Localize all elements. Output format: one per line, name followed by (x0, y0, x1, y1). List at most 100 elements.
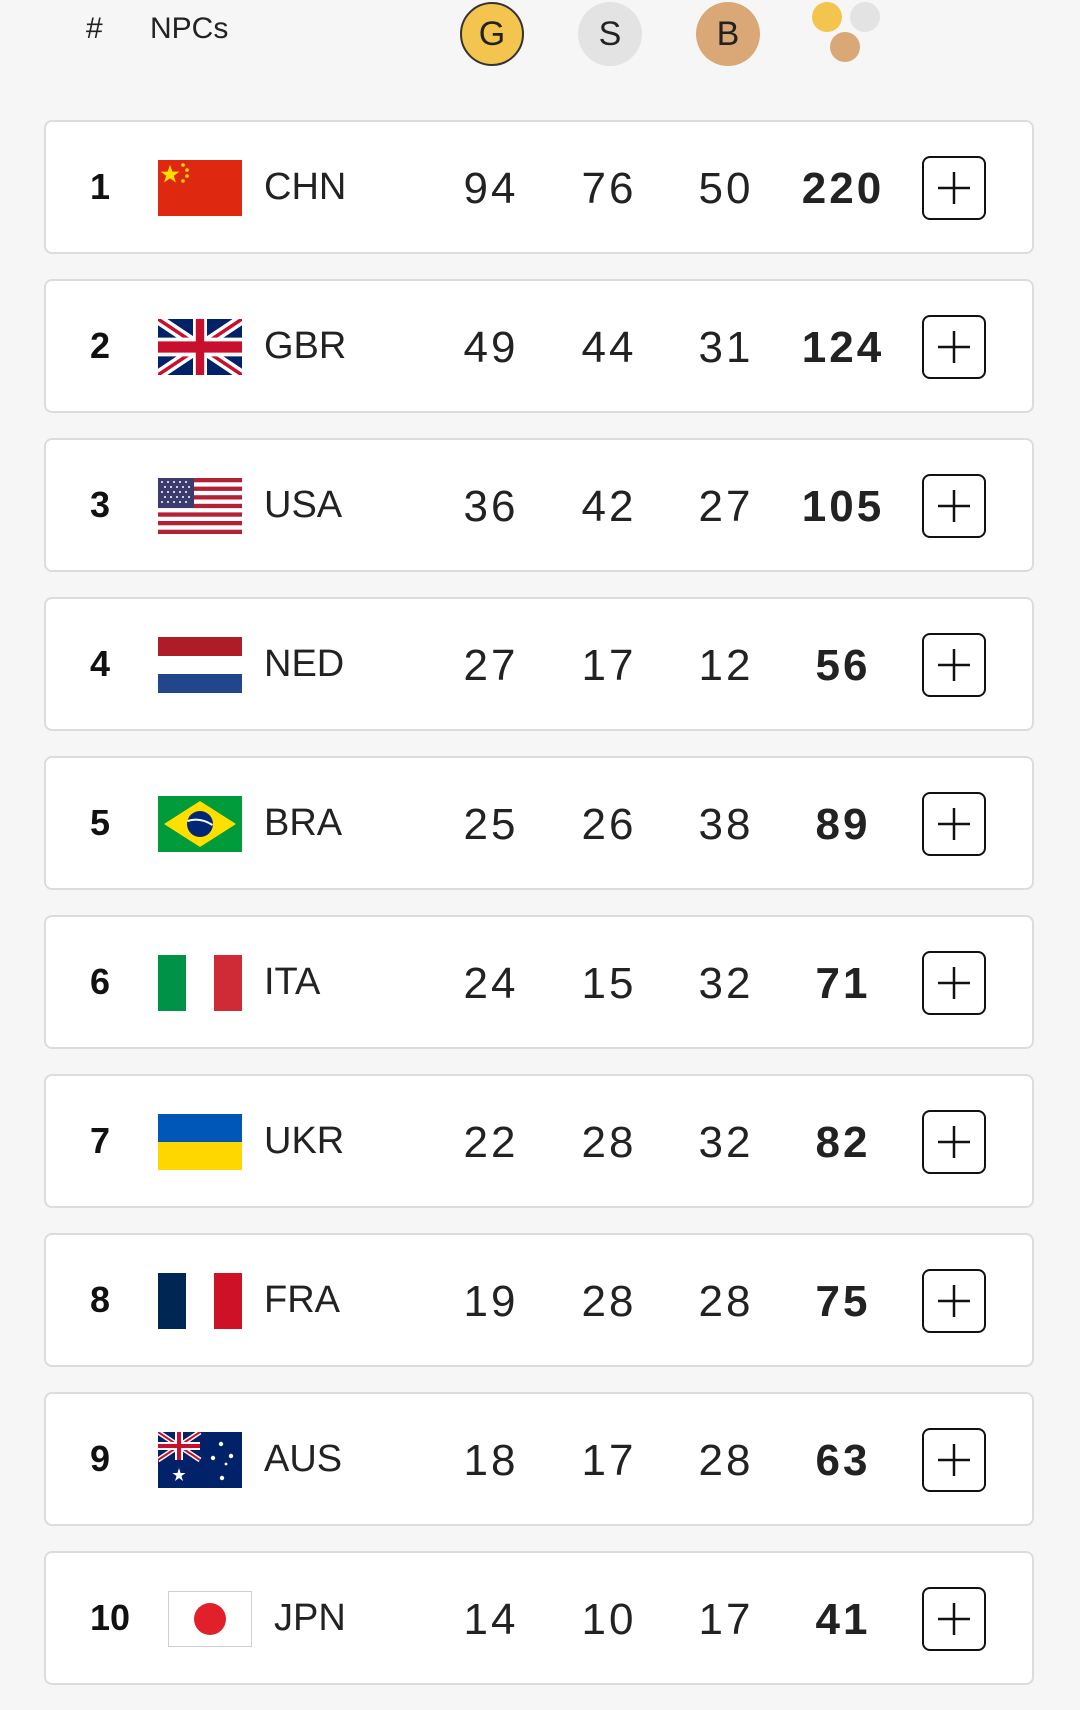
usa-flag (158, 478, 242, 534)
expand-button[interactable] (922, 1587, 986, 1651)
expand-button[interactable] (922, 156, 986, 220)
gold-count: 27 (463, 641, 519, 690)
country-code: UKR (264, 1120, 345, 1162)
gold-count: 19 (463, 1277, 519, 1326)
silver-count: 15 (581, 959, 637, 1008)
table-row: 5 BRA 25 26 38 89 (44, 756, 1034, 890)
country-code: USA (264, 484, 343, 526)
rank-value: 1 (90, 166, 111, 207)
expand-button[interactable] (922, 1428, 986, 1492)
silver-count: 17 (581, 641, 637, 690)
total-count: 41 (815, 1595, 871, 1644)
total-count: 220 (801, 164, 885, 213)
silver-count: 28 (581, 1118, 637, 1167)
table-row: 3 USA 36 42 27 105 (44, 438, 1034, 572)
country-code: JPN (274, 1597, 346, 1639)
medal-table-header: # NPCs G S B (0, 0, 1080, 72)
plus-icon (938, 1444, 970, 1476)
table-row: 7 UKR 22 28 32 82 (44, 1074, 1034, 1208)
italy-flag (158, 955, 242, 1011)
rank-value: 4 (90, 643, 111, 684)
gold-count: 49 (463, 323, 519, 372)
silver-count: 10 (581, 1595, 637, 1644)
table-row: 6 ITA 24 15 32 71 (44, 915, 1034, 1049)
gold-count: 36 (463, 482, 519, 531)
bronze-medal-label: B (716, 14, 740, 53)
france-flag (158, 1273, 242, 1329)
silver-count: 76 (581, 164, 637, 213)
total-count: 89 (815, 800, 871, 849)
rank-value: 5 (90, 802, 111, 843)
silver-medal-icon: S (578, 2, 642, 66)
bronze-count: 50 (698, 164, 754, 213)
netherlands-flag (158, 637, 242, 693)
gold-count: 22 (463, 1118, 519, 1167)
total-medals-icon (812, 2, 882, 64)
country-code: BRA (264, 802, 343, 844)
total-count: 75 (815, 1277, 871, 1326)
total-count: 56 (815, 641, 871, 690)
country-code: ITA (264, 961, 321, 1003)
gold-count: 18 (463, 1436, 519, 1485)
plus-icon (938, 808, 970, 840)
bronze-medal-icon: B (696, 2, 760, 66)
uk-flag (158, 319, 242, 375)
bronze-count: 12 (698, 641, 754, 690)
expand-button[interactable] (922, 1269, 986, 1333)
japan-flag (168, 1591, 252, 1647)
gold-count: 24 (463, 959, 519, 1008)
expand-button[interactable] (922, 792, 986, 856)
gold-medal-icon: G (460, 2, 524, 66)
rank-value: 7 (90, 1120, 111, 1161)
country-code: NED (264, 643, 345, 685)
rank-value: 10 (90, 1597, 131, 1638)
total-count: 124 (801, 323, 885, 372)
silver-count: 42 (581, 482, 637, 531)
bronze-count: 32 (698, 1118, 754, 1167)
brazil-flag (158, 796, 242, 852)
plus-icon (938, 1603, 970, 1635)
gold-medal-label: G (478, 14, 506, 53)
table-row: 4 NED 27 17 12 56 (44, 597, 1034, 731)
bronze-count: 32 (698, 959, 754, 1008)
bronze-count: 28 (698, 1277, 754, 1326)
ukraine-flag (158, 1114, 242, 1170)
plus-icon (938, 172, 970, 204)
country-code: GBR (264, 325, 347, 367)
rank-value: 6 (90, 961, 111, 1002)
expand-button[interactable] (922, 1110, 986, 1174)
china-flag (158, 160, 242, 216)
table-row: 1 CHN 94 76 50 220 (44, 120, 1034, 254)
plus-icon (938, 331, 970, 363)
bronze-count: 38 (698, 800, 754, 849)
rank-column-header: # (86, 12, 103, 45)
expand-button[interactable] (922, 633, 986, 697)
total-count: 82 (815, 1118, 871, 1167)
gold-count: 14 (463, 1595, 519, 1644)
plus-icon (938, 967, 970, 999)
plus-icon (938, 1126, 970, 1158)
gold-count: 25 (463, 800, 519, 849)
table-row: 9 AUS 18 17 28 63 (44, 1392, 1034, 1526)
silver-count: 28 (581, 1277, 637, 1326)
total-count: 63 (815, 1436, 871, 1485)
npc-column-header: NPCs (150, 12, 229, 45)
plus-icon (938, 490, 970, 522)
medal-table: 1 CHN 94 76 50 220 2 GBR 49 44 31 124 3 … (44, 120, 1036, 1710)
expand-button[interactable] (922, 951, 986, 1015)
rank-value: 8 (90, 1279, 111, 1320)
gold-count: 94 (463, 164, 519, 213)
silver-medal-label: S (598, 14, 622, 53)
bronze-count: 27 (698, 482, 754, 531)
plus-icon (938, 1285, 970, 1317)
rank-value: 3 (90, 484, 111, 525)
expand-button[interactable] (922, 315, 986, 379)
silver-count: 17 (581, 1436, 637, 1485)
table-row: 8 FRA 19 28 28 75 (44, 1233, 1034, 1367)
australia-flag (158, 1432, 242, 1488)
expand-button[interactable] (922, 474, 986, 538)
country-code: AUS (264, 1438, 343, 1480)
silver-count: 26 (581, 800, 637, 849)
table-row: 2 GBR 49 44 31 124 (44, 279, 1034, 413)
total-count: 105 (801, 482, 885, 531)
